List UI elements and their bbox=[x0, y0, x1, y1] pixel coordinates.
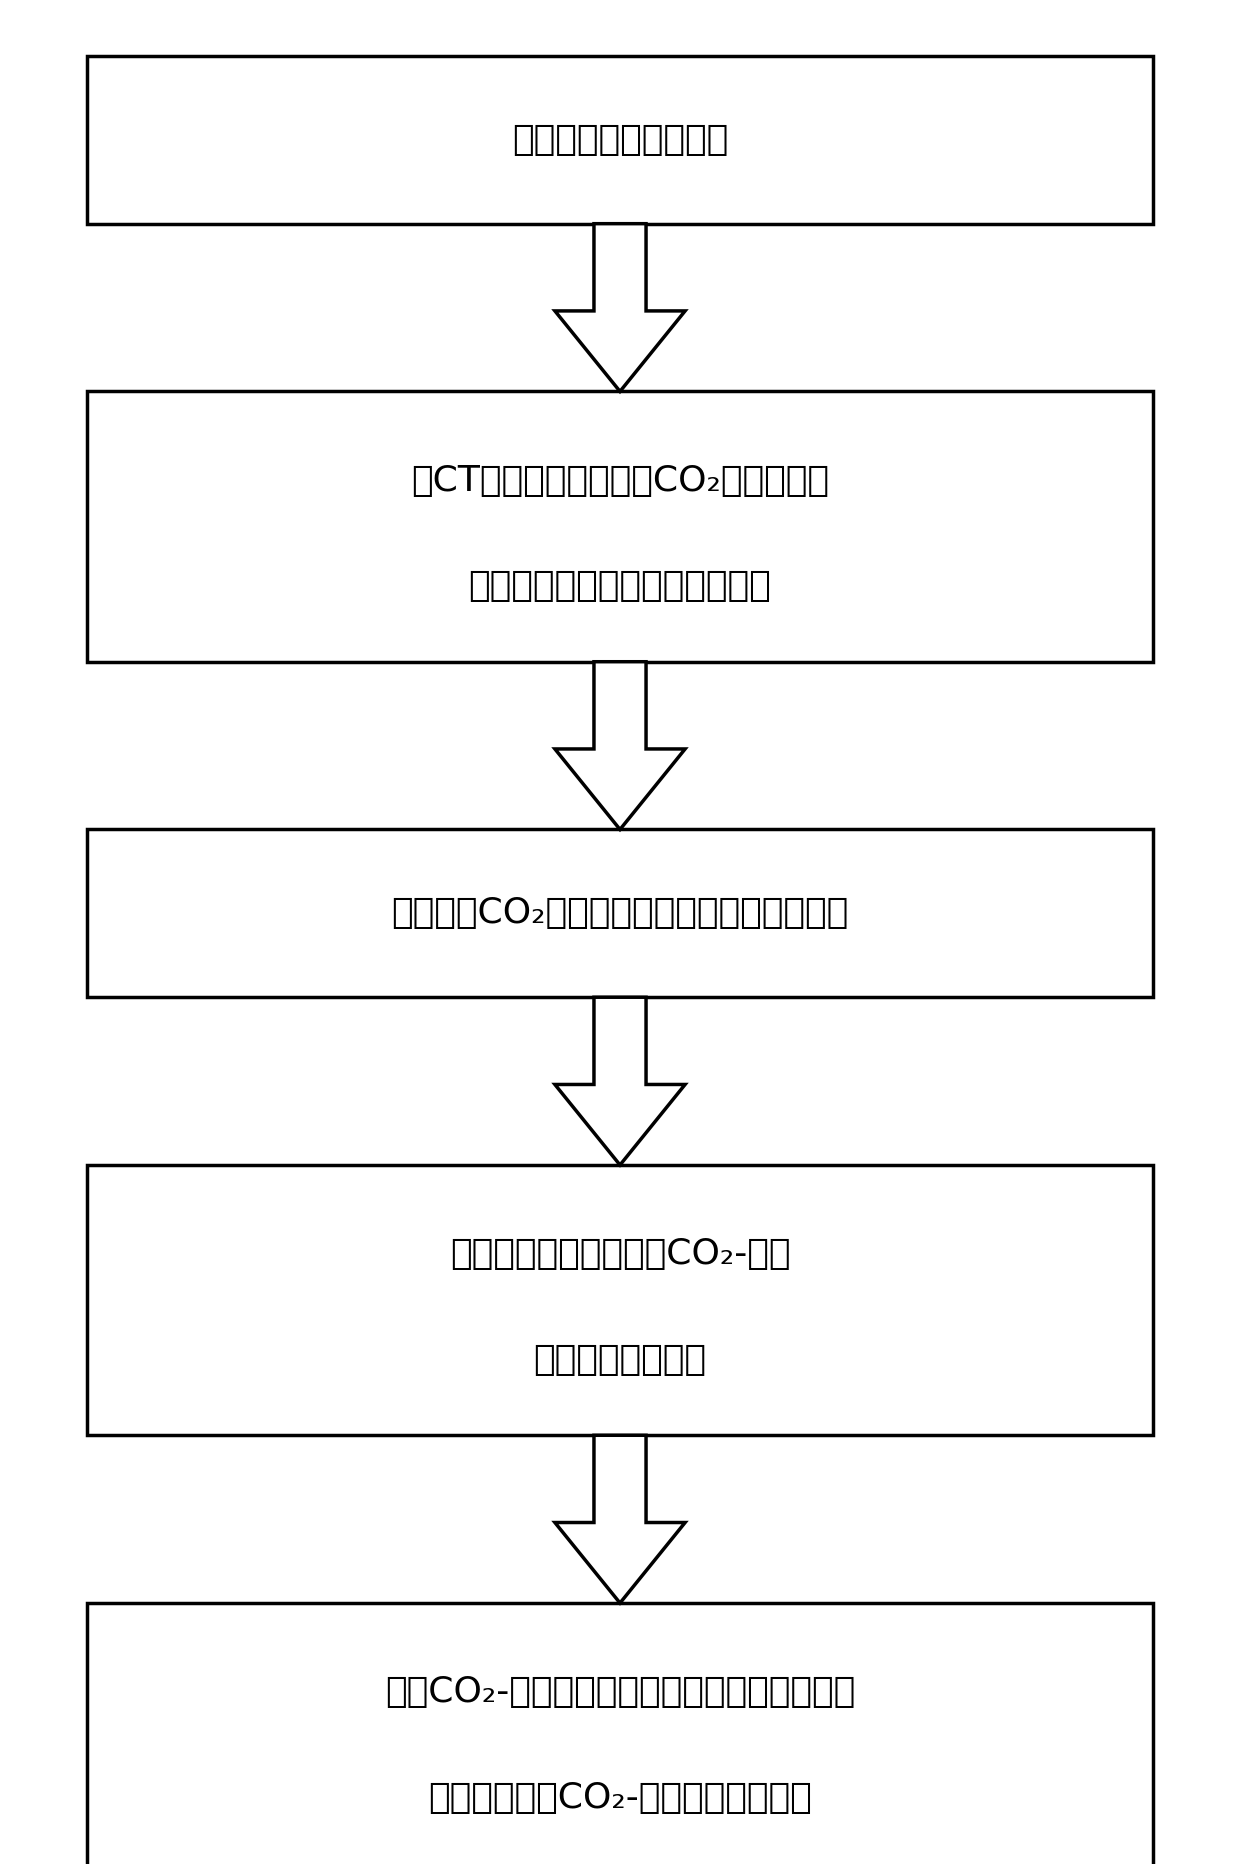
FancyBboxPatch shape bbox=[87, 1165, 1153, 1435]
Text: 用CT连续扫描获得饱和CO₂和不同注入: 用CT连续扫描获得饱和CO₂和不同注入 bbox=[410, 464, 830, 498]
FancyBboxPatch shape bbox=[87, 829, 1153, 997]
FancyBboxPatch shape bbox=[87, 1603, 1153, 1864]
Text: 注入条件下的CO₂-盐水界面面积变化: 注入条件下的CO₂-盐水界面面积变化 bbox=[428, 1780, 812, 1816]
Polygon shape bbox=[556, 662, 684, 829]
Polygon shape bbox=[556, 1435, 684, 1603]
Polygon shape bbox=[556, 997, 684, 1165]
Text: 测量CO₂-盐水界面面积，得到多孔介质内不同: 测量CO₂-盐水界面面积，得到多孔介质内不同 bbox=[384, 1676, 856, 1709]
Text: 制备含有碘化钒的盐水: 制备含有碘化钒的盐水 bbox=[512, 123, 728, 157]
Text: 生成饱和CO₂和不同注入条件下的二値化图像: 生成饱和CO₂和不同注入条件下的二値化图像 bbox=[392, 897, 848, 930]
Text: 生成不同注入条件下的CO₂-盐水: 生成不同注入条件下的CO₂-盐水 bbox=[450, 1238, 790, 1271]
Text: 界面的二値化图像: 界面的二値化图像 bbox=[533, 1342, 707, 1377]
FancyBboxPatch shape bbox=[87, 56, 1153, 224]
FancyBboxPatch shape bbox=[87, 391, 1153, 662]
Polygon shape bbox=[556, 224, 684, 391]
Text: 条件下非稳态的多孔介质的图像: 条件下非稳态的多孔介质的图像 bbox=[469, 569, 771, 604]
